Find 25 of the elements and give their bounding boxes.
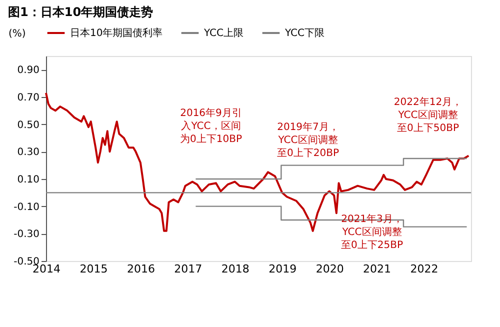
legend-label: 日本10年期国债利率 — [70, 27, 163, 39]
y-tick-label: 0.30 — [17, 147, 40, 158]
y-tick-label: -0.30 — [14, 229, 40, 240]
y-tick-label: -0.10 — [14, 202, 40, 213]
y-tick-label: 0.70 — [17, 92, 40, 104]
legend-label: YCC上限 — [203, 27, 244, 39]
annotation: 2016年9月引入YCC，区间为0上下10BP — [180, 107, 242, 145]
y-axis-title: (%) — [8, 28, 26, 40]
annotation: 2021年3月，YCC区间调整至0上下25BP — [341, 213, 403, 251]
x-tick-label: 2019 — [268, 262, 297, 276]
x-tick-label: 2015 — [80, 262, 108, 276]
chart-title: 图1：日本10年期国债走势 — [8, 5, 154, 19]
annotation: 2019年7月，YCC区间调整至0上下20BP — [277, 121, 339, 159]
legend-label: YCC下限 — [284, 28, 325, 39]
y-tick-label: 0.50 — [17, 120, 40, 131]
x-tick-label: 2020 — [316, 262, 344, 276]
x-tick-label: 2018 — [221, 262, 250, 276]
x-tick-label: 2016 — [126, 262, 155, 276]
x-tick-label: 2014 — [32, 262, 60, 276]
annotation: 2022年12月，YCC区间调整至0上下50BP — [394, 96, 462, 134]
y-tick-label: 0.10 — [17, 174, 40, 186]
y-tick-label: 0.90 — [17, 65, 40, 76]
x-tick-label: 2021 — [363, 262, 392, 276]
x-tick-label: 2017 — [174, 262, 202, 276]
x-tick-label: 2022 — [410, 262, 438, 276]
